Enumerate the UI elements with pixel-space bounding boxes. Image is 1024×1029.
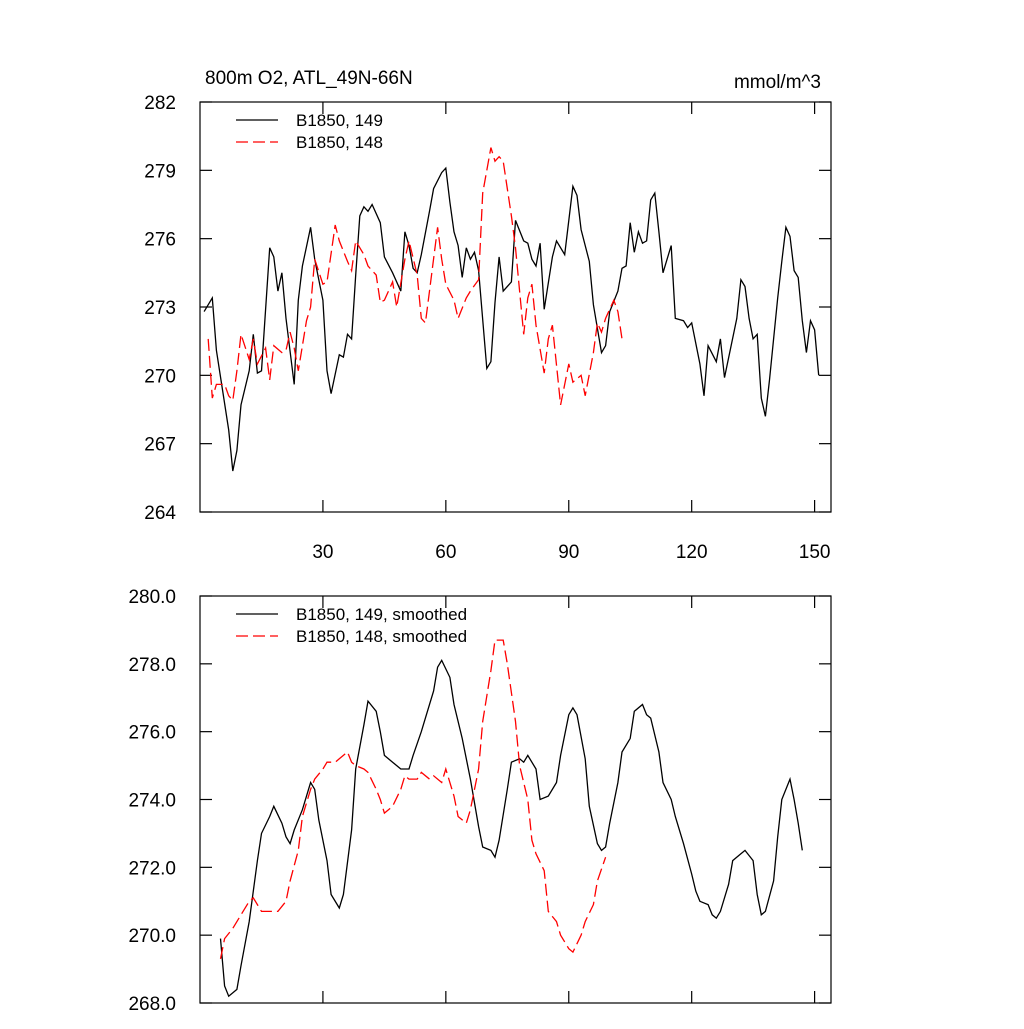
y-tick-label: 282 (144, 93, 176, 114)
units-label: mmol/m^3 (734, 72, 821, 93)
legend-label: B1850, 149, smoothed (296, 605, 467, 624)
y-tick-label: 279 (144, 161, 176, 182)
x-tick-label: 60 (435, 542, 456, 563)
x-tick-label: 150 (799, 542, 831, 563)
y-tick-label: 274.0 (128, 791, 176, 812)
data-line (207, 147, 623, 406)
y-tick-label: 278.0 (128, 655, 176, 676)
y-tick-label: 270.0 (128, 926, 176, 947)
y-tick-label: 272.0 (128, 858, 176, 879)
data-line (219, 639, 607, 960)
plot-frame (199, 101, 832, 513)
legend-label: B1850, 149 (296, 111, 383, 130)
y-tick-label: 270 (144, 366, 176, 387)
legend-label: B1850, 148 (296, 133, 383, 152)
y-tick-label: 273 (144, 298, 176, 319)
y-tick-label: 267 (144, 435, 176, 456)
y-tick-label: 264 (144, 503, 176, 524)
y-tick-label: 280.0 (128, 587, 176, 608)
y-tick-label: 276.0 (128, 723, 176, 744)
x-tick-label: 30 (312, 542, 333, 563)
x-tick-label: 120 (676, 542, 708, 563)
y-tick-label: 276 (144, 230, 176, 251)
chart-title: 800m O2, ATL_49N-66N (205, 68, 413, 89)
x-tick-label: 90 (558, 542, 579, 563)
legend-label: B1850, 148, smoothed (296, 627, 467, 646)
data-line (219, 659, 803, 998)
y-tick-label: 268.0 (128, 994, 176, 1015)
plot-frame (199, 595, 832, 1004)
